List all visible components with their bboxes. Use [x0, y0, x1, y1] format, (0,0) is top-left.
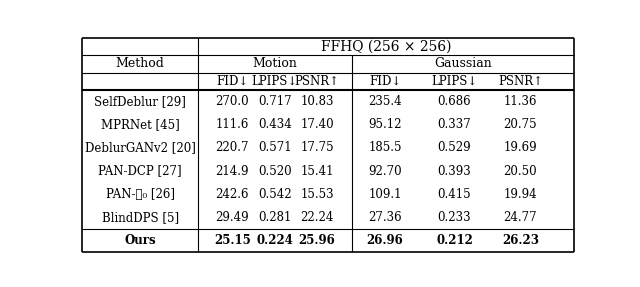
Text: BlindDPS [5]: BlindDPS [5]: [102, 211, 179, 224]
Text: 20.50: 20.50: [504, 164, 537, 177]
Text: 235.4: 235.4: [368, 95, 402, 108]
Text: FID↓: FID↓: [216, 75, 248, 88]
Text: DeblurGANv2 [20]: DeblurGANv2 [20]: [85, 141, 196, 154]
Text: Ours: Ours: [124, 234, 156, 247]
Text: 0.717: 0.717: [258, 95, 292, 108]
Text: 25.15: 25.15: [214, 234, 251, 247]
Text: 26.96: 26.96: [367, 234, 403, 247]
Text: 242.6: 242.6: [216, 188, 249, 201]
Text: 20.75: 20.75: [504, 118, 537, 131]
Text: Gaussian: Gaussian: [434, 57, 492, 70]
Text: 19.69: 19.69: [504, 141, 537, 154]
Text: LPIPS↓: LPIPS↓: [431, 75, 477, 88]
Text: 214.9: 214.9: [216, 164, 249, 177]
Text: Motion: Motion: [253, 57, 298, 70]
Text: 10.83: 10.83: [300, 95, 334, 108]
Text: FID↓: FID↓: [369, 75, 401, 88]
Text: 0.393: 0.393: [438, 164, 471, 177]
Text: 24.77: 24.77: [504, 211, 537, 224]
Text: MPRNet [45]: MPRNet [45]: [101, 118, 180, 131]
Text: 0.233: 0.233: [438, 211, 471, 224]
Text: 0.686: 0.686: [438, 95, 471, 108]
Text: 109.1: 109.1: [368, 188, 402, 201]
Text: 19.94: 19.94: [504, 188, 537, 201]
Text: 0.224: 0.224: [257, 234, 293, 247]
Text: 0.571: 0.571: [258, 141, 292, 154]
Text: 29.49: 29.49: [216, 211, 249, 224]
Text: 0.281: 0.281: [259, 211, 292, 224]
Text: 17.75: 17.75: [300, 141, 334, 154]
Text: 0.520: 0.520: [258, 164, 292, 177]
Text: 0.434: 0.434: [258, 118, 292, 131]
Text: 0.415: 0.415: [438, 188, 471, 201]
Text: 0.529: 0.529: [438, 141, 471, 154]
Text: 270.0: 270.0: [216, 95, 249, 108]
Text: PAN-ℓ₀ [26]: PAN-ℓ₀ [26]: [106, 188, 175, 201]
Text: 111.6: 111.6: [216, 118, 249, 131]
Text: 95.12: 95.12: [368, 118, 402, 131]
Text: PAN-DCP [27]: PAN-DCP [27]: [99, 164, 182, 177]
Text: 26.23: 26.23: [502, 234, 539, 247]
Text: 11.36: 11.36: [504, 95, 537, 108]
Text: 0.542: 0.542: [258, 188, 292, 201]
Text: 0.212: 0.212: [436, 234, 473, 247]
Text: 15.53: 15.53: [300, 188, 334, 201]
Text: 27.36: 27.36: [368, 211, 402, 224]
Text: 185.5: 185.5: [368, 141, 402, 154]
Text: FFHQ (256 × 256): FFHQ (256 × 256): [321, 39, 451, 53]
Text: 92.70: 92.70: [368, 164, 402, 177]
Text: 220.7: 220.7: [216, 141, 249, 154]
Text: 25.96: 25.96: [299, 234, 335, 247]
Text: PSNR↑: PSNR↑: [498, 75, 543, 88]
Text: PSNR↑: PSNR↑: [294, 75, 340, 88]
Text: Method: Method: [116, 57, 164, 70]
Text: 0.337: 0.337: [438, 118, 471, 131]
Text: LPIPS↓: LPIPS↓: [252, 75, 298, 88]
Text: 15.41: 15.41: [300, 164, 334, 177]
Text: 22.24: 22.24: [300, 211, 334, 224]
Text: 17.40: 17.40: [300, 118, 334, 131]
Text: SelfDeblur [29]: SelfDeblur [29]: [94, 95, 186, 108]
